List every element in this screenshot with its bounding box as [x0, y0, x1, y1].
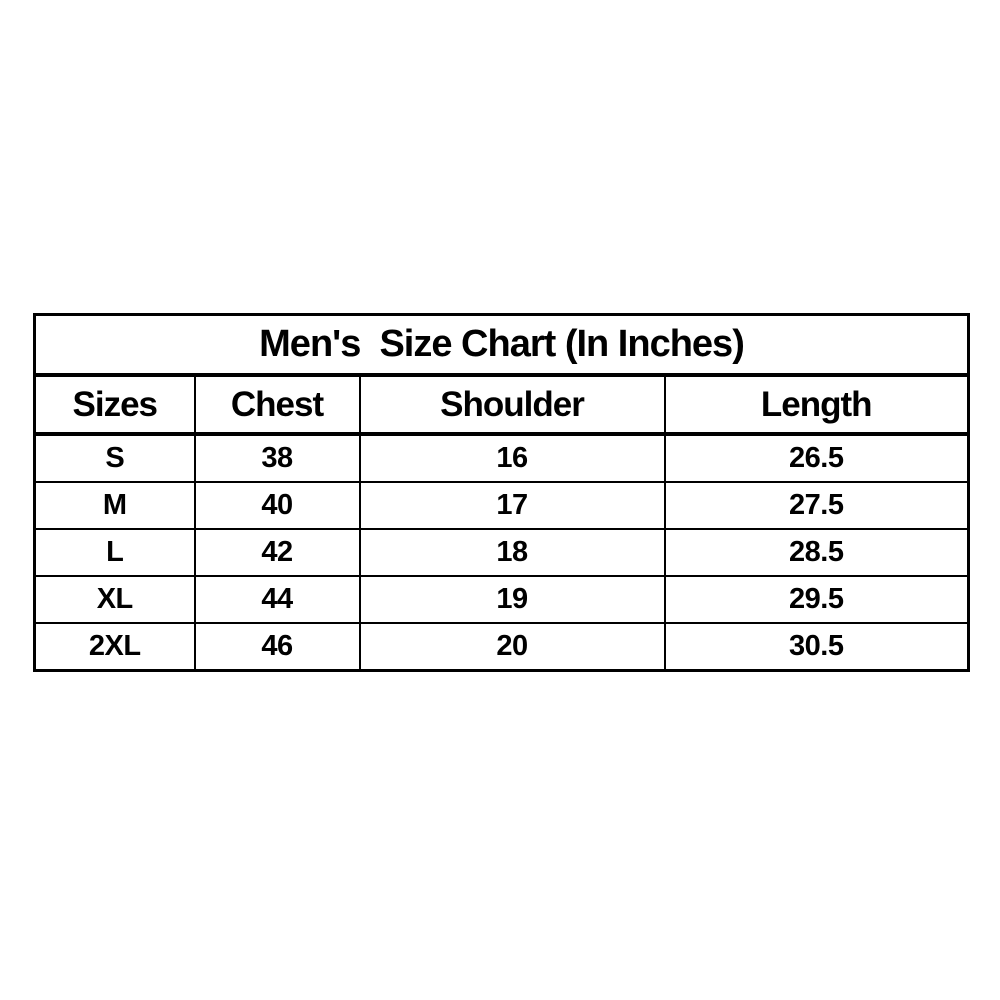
column-header-length: Length	[663, 374, 970, 436]
shoulder-cell: 16	[358, 433, 666, 483]
size-cell: L	[33, 528, 196, 577]
table-row-l: L 42 18 28.5	[33, 528, 970, 577]
table-row-m: M 40 17 27.5	[33, 481, 970, 530]
size-cell: 2XL	[33, 622, 196, 672]
table-header-row: Sizes Chest Shoulder Length	[33, 374, 970, 436]
size-cell: M	[33, 481, 196, 530]
chest-cell: 40	[193, 481, 361, 530]
length-cell: 26.5	[663, 433, 970, 483]
size-cell: XL	[33, 575, 196, 624]
table-row-s: S 38 16 26.5	[33, 433, 970, 483]
column-header-shoulder: Shoulder	[358, 374, 666, 436]
chest-cell: 46	[193, 622, 361, 672]
chest-cell: 44	[193, 575, 361, 624]
column-header-sizes: Sizes	[33, 374, 196, 436]
table-title-row: Men's Size Chart (In Inches)	[33, 313, 970, 377]
size-cell: S	[33, 433, 196, 483]
size-chart-container: Men's Size Chart (In Inches) Sizes Chest…	[33, 313, 970, 672]
length-cell: 30.5	[663, 622, 970, 672]
shoulder-cell: 20	[358, 622, 666, 672]
chest-cell: 42	[193, 528, 361, 577]
table-title: Men's Size Chart (In Inches)	[33, 313, 970, 377]
size-chart-table: Men's Size Chart (In Inches) Sizes Chest…	[33, 313, 970, 672]
table-row-2xl: 2XL 46 20 30.5	[33, 622, 970, 672]
shoulder-cell: 17	[358, 481, 666, 530]
length-cell: 29.5	[663, 575, 970, 624]
shoulder-cell: 19	[358, 575, 666, 624]
column-header-chest: Chest	[193, 374, 361, 436]
chest-cell: 38	[193, 433, 361, 483]
table-row-xl: XL 44 19 29.5	[33, 575, 970, 624]
length-cell: 28.5	[663, 528, 970, 577]
length-cell: 27.5	[663, 481, 970, 530]
shoulder-cell: 18	[358, 528, 666, 577]
